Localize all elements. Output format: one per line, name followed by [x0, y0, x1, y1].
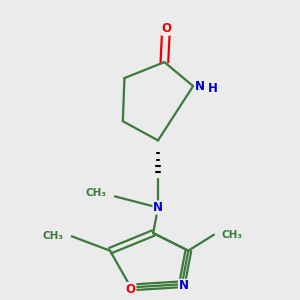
- Text: N: N: [178, 279, 189, 292]
- Text: H: H: [207, 82, 217, 95]
- Text: CH₃: CH₃: [222, 230, 243, 240]
- Text: O: O: [126, 283, 136, 296]
- Text: CH₃: CH₃: [43, 231, 64, 241]
- Text: N: N: [153, 201, 163, 214]
- Text: N: N: [195, 80, 205, 93]
- Text: CH₃: CH₃: [86, 188, 107, 198]
- Text: O: O: [161, 22, 171, 35]
